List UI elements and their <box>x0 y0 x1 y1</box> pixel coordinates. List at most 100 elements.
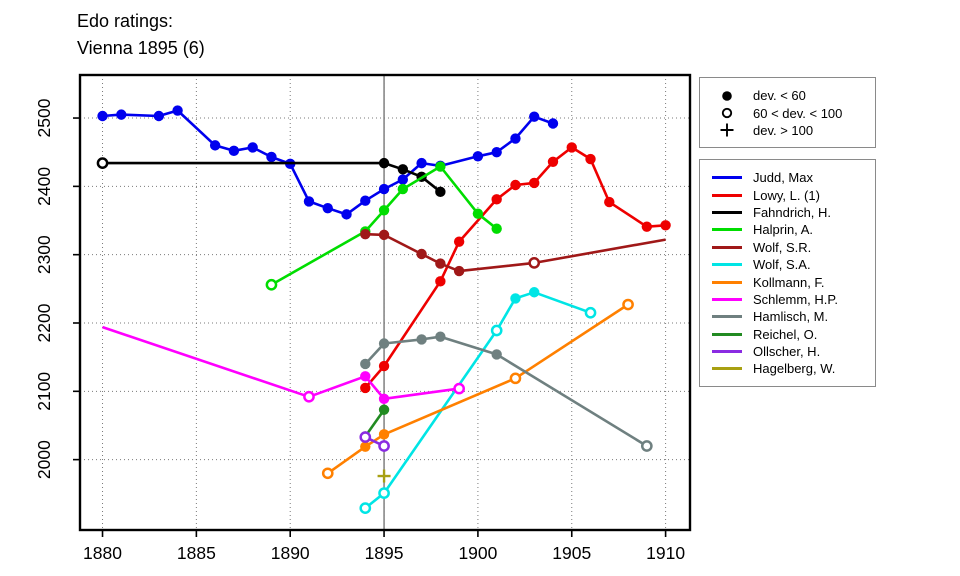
data-point-filled <box>453 265 465 277</box>
series-legend-item: Wolf, S.R. <box>712 239 865 256</box>
y-tick-label: 2400 <box>34 167 54 206</box>
data-point-filled <box>153 110 165 122</box>
y-tick-label: 2300 <box>34 235 54 274</box>
series-color-swatch <box>712 176 742 180</box>
data-point-filled <box>378 183 390 195</box>
marker-legend-item: 60 < dev. < 100 <box>712 104 865 121</box>
series-legend-label: Lowy, L. (1) <box>753 187 820 203</box>
y-tick-label: 2100 <box>34 372 54 411</box>
data-point-open <box>378 440 390 452</box>
series-legend-label: Fahndrich, H. <box>753 204 832 220</box>
data-point-filled <box>435 276 446 287</box>
data-point-open <box>265 278 278 291</box>
data-point-filled <box>303 196 315 207</box>
data-point-filled <box>209 140 221 151</box>
data-point-open <box>96 157 109 169</box>
data-point-filled <box>416 334 427 345</box>
series-color-swatch <box>712 228 742 232</box>
data-point-filled <box>341 209 352 220</box>
data-point-filled <box>585 153 596 165</box>
data-point-filled <box>266 151 277 163</box>
series-legend-item: Fahndrich, H. <box>712 204 865 221</box>
data-point-filled <box>378 393 390 405</box>
series-line <box>102 325 460 401</box>
data-point-open <box>359 431 372 443</box>
x-tick-label: 1910 <box>646 543 685 563</box>
marker-legend-label: dev. > 100 <box>753 122 814 138</box>
data-point-filled <box>472 151 484 162</box>
data-point-filled <box>547 156 559 167</box>
series-legend-label: Halprin, A. <box>753 222 813 238</box>
data-point-filled <box>360 382 371 394</box>
x-tick-label: 1880 <box>83 543 122 563</box>
x-tick-label: 1890 <box>271 543 310 563</box>
y-tick-label: 2500 <box>34 98 54 137</box>
data-point-filled <box>172 105 183 116</box>
x-tick-label: 1895 <box>365 543 404 563</box>
data-point-open <box>359 502 372 514</box>
series-legend: Judd, Max Lowy, L. (1) Fahndrich, H. Halpri… <box>699 159 876 387</box>
x-tick-label: 1900 <box>458 543 497 563</box>
marker-legend-label: dev. < 60 <box>753 88 806 104</box>
chart-title-line1: Edo ratings: <box>77 11 174 31</box>
data-point-filled <box>529 177 540 189</box>
series-color-swatch <box>712 350 742 354</box>
series-color-swatch <box>712 367 742 371</box>
data-point-open <box>584 306 597 319</box>
series-legend-item: Hamlisch, M. <box>712 308 865 325</box>
data-point-filled <box>472 208 484 219</box>
data-point-filled <box>397 164 409 175</box>
series-legend-label: Kollmann, F. <box>753 274 825 290</box>
data-point-filled <box>660 220 671 231</box>
data-point-filled <box>360 441 371 452</box>
data-point-filled <box>378 338 390 349</box>
series-color-swatch <box>712 210 742 214</box>
marker-legend-item: dev. < 60 <box>712 87 865 104</box>
marker-legend: dev. < 60 60 < dev. < 100 dev. > 100 <box>699 77 876 149</box>
x-tick-label: 1905 <box>552 543 591 563</box>
plus-marker-icon <box>720 123 734 137</box>
data-point-filled <box>97 110 108 122</box>
series-legend-item: Reichel, O. <box>712 326 865 343</box>
data-point-filled <box>360 195 371 206</box>
series-line <box>365 232 666 273</box>
series-legend-item: Judd, Max <box>712 169 865 186</box>
data-point-filled <box>360 371 371 382</box>
plot-border <box>78 73 692 532</box>
open-marker-icon <box>721 107 733 119</box>
data-point-filled <box>510 179 521 191</box>
data-point-filled <box>435 331 446 342</box>
data-point-filled <box>416 248 427 260</box>
data-point-filled <box>529 111 540 122</box>
data-point-open <box>528 257 541 269</box>
data-point-filled <box>228 145 240 157</box>
y-tick-label: 2000 <box>34 440 54 479</box>
series-line <box>364 409 386 438</box>
data-point-open <box>303 390 315 403</box>
series-legend-item: Schlemm, H.P. <box>712 291 865 308</box>
data-point-open <box>490 324 503 337</box>
series-legend-label: Wolf, S.R. <box>753 239 812 255</box>
x-tick-label: 1885 <box>177 543 216 563</box>
data-point-filled <box>247 142 258 153</box>
data-point-open <box>640 440 653 452</box>
data-point-filled <box>491 349 502 360</box>
series-legend-item: Ollscher, H. <box>712 343 865 360</box>
series-legend-label: Ollscher, H. <box>753 344 821 360</box>
data-point-filled <box>416 157 427 169</box>
data-point-filled <box>378 404 390 415</box>
series-color-swatch <box>712 332 742 336</box>
y-tick-label: 2200 <box>34 303 54 342</box>
data-point-filled <box>604 196 615 208</box>
data-point-filled <box>435 161 446 172</box>
series-legend-item: Wolf, S.A. <box>712 256 865 273</box>
series-legend-label: Wolf, S.A. <box>753 257 811 273</box>
data-point-filled <box>360 358 371 370</box>
series-legend-label: Hagelberg, W. <box>753 361 836 377</box>
data-point-filled <box>453 236 465 247</box>
data-point-filled <box>378 360 390 372</box>
series-line <box>102 109 554 216</box>
data-point-filled <box>397 174 409 185</box>
